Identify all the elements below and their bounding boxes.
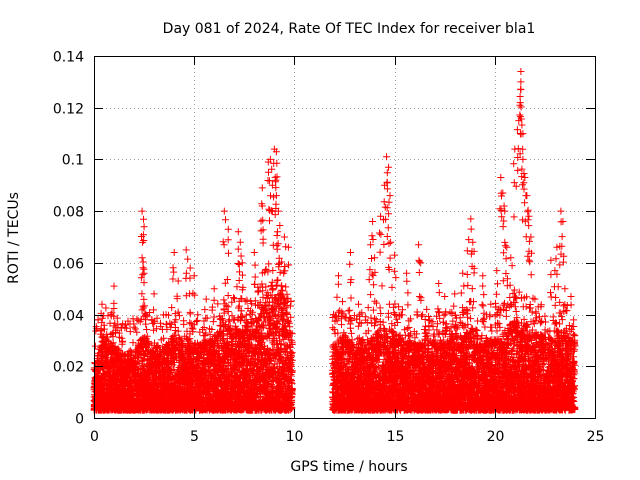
- y-tick-labels: 0 0.02 0.04 0.06 0.08 0.1 0.12 0.14: [53, 50, 84, 428]
- x-tick-label: 25: [587, 429, 605, 445]
- x-tick-labels: 0 5 10 15 20 25: [90, 429, 604, 445]
- data-point-cluster: [93, 68, 579, 413]
- x-tick-label: 15: [387, 429, 405, 445]
- data-point-cluster: [391, 300, 418, 414]
- y-tick-label: 0.14: [53, 50, 84, 66]
- x-tick-label: 20: [487, 429, 505, 445]
- scatter-points: [90, 68, 579, 414]
- y-tick-label: 0.06: [53, 257, 84, 273]
- y-tick-label: 0.04: [53, 309, 84, 325]
- data-point-cluster: [210, 294, 238, 414]
- data-point-cluster: [330, 306, 358, 414]
- y-axis-label: ROTI / TECUs: [6, 192, 22, 284]
- data-point-cluster: [270, 245, 338, 414]
- x-axis-label: GPS time / hours: [290, 459, 407, 475]
- y-tick-label: 0.02: [53, 360, 84, 376]
- data-point-cluster: [411, 308, 439, 414]
- data-point-cluster: [451, 297, 479, 414]
- axis-ticks: [94, 56, 596, 419]
- y-tick-label: 0.08: [53, 205, 84, 221]
- x-tick-label: 10: [286, 429, 304, 445]
- x-tick-label: 0: [90, 429, 99, 445]
- data-point-cluster: [371, 299, 398, 414]
- grid: [94, 56, 595, 418]
- y-tick-label: 0.12: [53, 102, 84, 118]
- x-tick-label: 5: [190, 429, 199, 445]
- data-point-cluster: [130, 302, 158, 414]
- plot-frame: [94, 56, 596, 419]
- y-tick-label: 0.1: [62, 153, 84, 169]
- data-point-cluster: [190, 303, 218, 414]
- chart-title: Day 081 of 2024, Rate Of TEC Index for r…: [163, 21, 536, 37]
- y-tick-label: 0: [75, 412, 84, 428]
- data-point-cluster: [551, 298, 579, 414]
- data-point-cluster: [471, 301, 499, 414]
- data-point-cluster: [511, 288, 539, 414]
- data-point-cluster: [150, 304, 178, 414]
